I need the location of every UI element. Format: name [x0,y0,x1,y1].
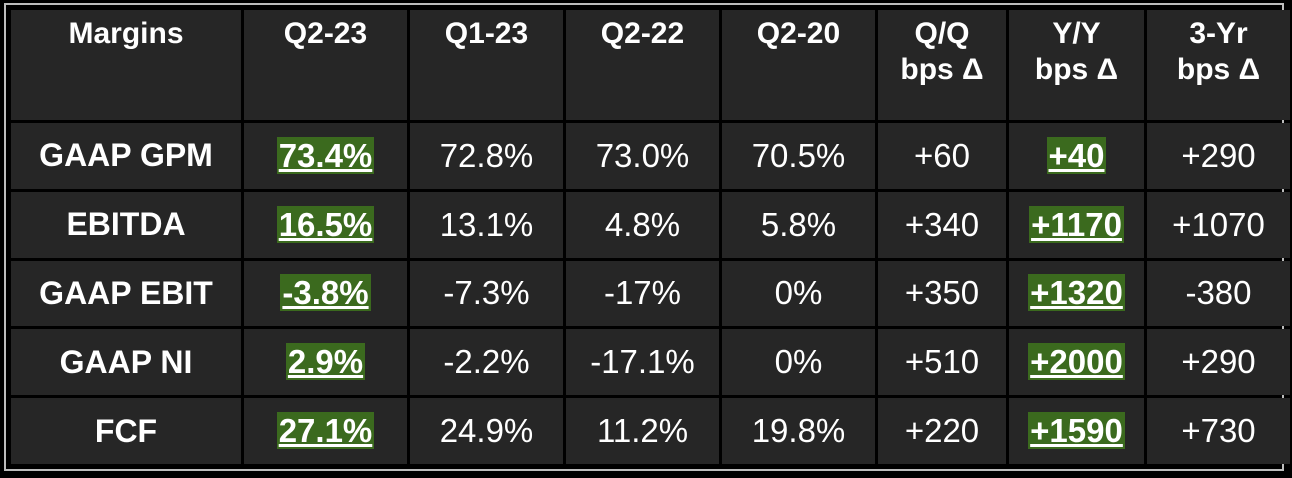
header-cell: 3-Yr bps Δ [1147,10,1290,120]
header-cell: Y/Y bps Δ [1009,10,1144,120]
data-cell: 73.4% [244,123,407,189]
data-cell: +290 [1147,123,1290,189]
data-cell: +510 [878,329,1006,396]
header-cell: Q2-23 [244,10,407,120]
header-cell: Q1-23 [410,10,563,120]
data-cell: 27.1% [244,398,407,464]
highlighted-value: -3.8% [280,274,371,312]
data-cell: +1070 [1147,191,1290,258]
data-cell: -3.8% [244,260,407,327]
row-label: GAAP EBIT [11,260,241,327]
data-cell: -17% [566,260,719,327]
data-cell: 70.5% [722,123,875,189]
data-cell: 24.9% [410,398,563,464]
row-label: FCF [11,398,241,464]
data-cell: 16.5% [244,191,407,258]
data-cell: 72.8% [410,123,563,189]
data-cell: +220 [878,398,1006,464]
highlighted-value: 16.5% [276,205,375,243]
row-label: EBITDA [11,191,241,258]
header-cell: Margins [11,10,241,120]
highlighted-value: +2000 [1028,343,1125,381]
header-row: Margins Q2-23 Q1-23 Q2-22 Q2-20 Q/Q bps Δ Y/Y … [11,10,1290,120]
data-cell: 0% [722,260,875,327]
data-cell: 13.1% [410,191,563,258]
data-cell: +290 [1147,329,1290,396]
data-cell: +1170 [1009,191,1144,258]
data-cell: -380 [1147,260,1290,327]
highlighted-value: 27.1% [276,412,375,450]
data-cell: -7.3% [410,260,563,327]
data-cell: +2000 [1009,329,1144,396]
margins-table: Margins Q2-23 Q1-23 Q2-22 Q2-20 Q/Q bps Δ Y/Y … [8,7,1292,467]
table-frame: Margins Q2-23 Q1-23 Q2-22 Q2-20 Q/Q bps Δ Y/Y … [4,3,1290,471]
data-cell: +1320 [1009,260,1144,327]
data-row: GAAP GPM 73.4% 72.8% 73.0% 70.5% +60 +40 +290 [11,123,1290,189]
data-cell: 11.2% [566,398,719,464]
highlighted-value: +1590 [1028,412,1125,450]
data-cell: +340 [878,191,1006,258]
data-cell: +730 [1147,398,1290,464]
header-cell: Q2-20 [722,10,875,120]
data-cell: 19.8% [722,398,875,464]
data-row: EBITDA 16.5% 13.1% 4.8% 5.8% +340 +1170 +1070 [11,191,1290,258]
data-cell: 73.0% [566,123,719,189]
data-cell: 5.8% [722,191,875,258]
highlighted-value: +1320 [1028,274,1125,312]
data-cell: +60 [878,123,1006,189]
row-label: GAAP NI [11,329,241,396]
data-cell: +1590 [1009,398,1144,464]
data-cell: -17.1% [566,329,719,396]
data-row: GAAP NI 2.9% -2.2% -17.1% 0% +510 +2000 +290 [11,329,1290,396]
highlighted-value: 73.4% [276,136,375,174]
highlighted-value: 2.9% [285,343,366,381]
data-row: FCF 27.1% 24.9% 11.2% 19.8% +220 +1590 +730 [11,398,1290,464]
data-cell: -2.2% [410,329,563,396]
row-label: GAAP GPM [11,123,241,189]
header-cell: Q/Q bps Δ [878,10,1006,120]
data-cell: +350 [878,260,1006,327]
data-cell: 2.9% [244,329,407,396]
highlighted-value: +40 [1046,136,1107,174]
data-row: GAAP EBIT -3.8% -7.3% -17% 0% +350 +1320 -380 [11,260,1290,327]
data-cell: 0% [722,329,875,396]
data-cell: +40 [1009,123,1144,189]
highlighted-value: +1170 [1029,205,1124,243]
header-cell: Q2-22 [566,10,719,120]
data-cell: 4.8% [566,191,719,258]
